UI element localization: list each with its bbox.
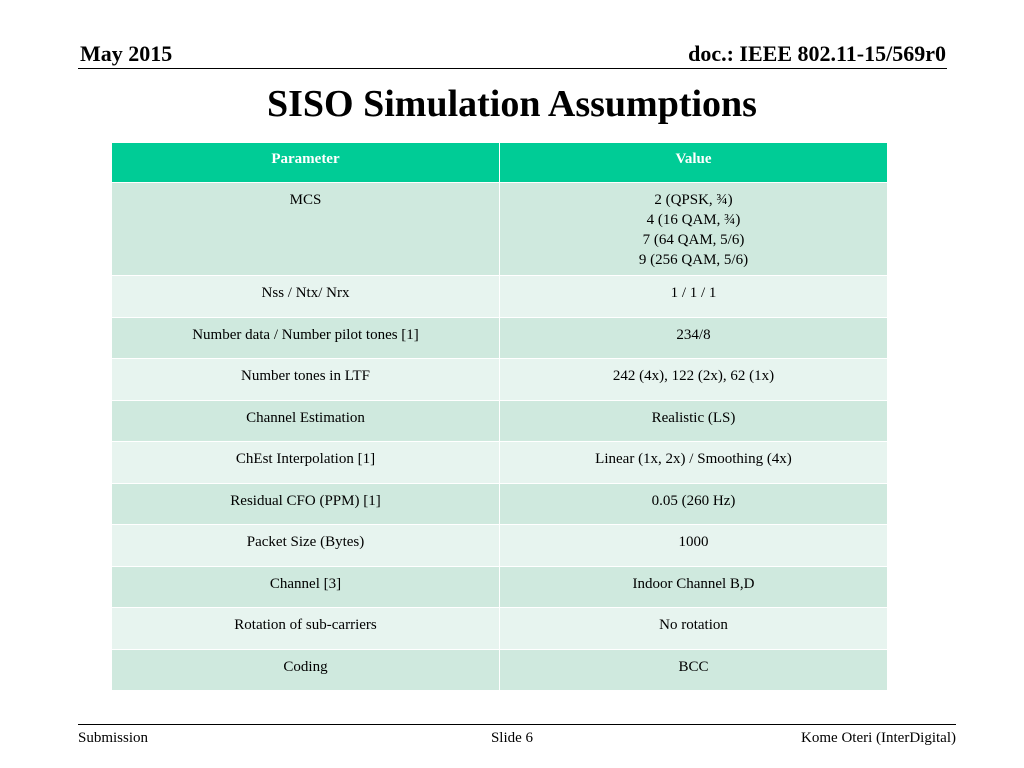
footer-divider	[78, 724, 956, 725]
parameter-cell: Residual CFO (PPM) [1]	[111, 482, 500, 525]
table-row: Number tones in LTF 242 (4x), 122 (2x), …	[111, 358, 888, 401]
parameter-cell: Packet Size (Bytes)	[111, 524, 500, 567]
footer-submission: Submission	[78, 730, 149, 746]
column-header-parameter: Parameter	[111, 142, 500, 183]
table-row: Packet Size (Bytes) 1000	[111, 524, 888, 567]
table-row: Residual CFO (PPM) [1] 0.05 (260 Hz)	[111, 482, 888, 525]
value-line: 4 (16 QAM, ¾)	[646, 212, 741, 228]
value-line: 7 (64 QAM, 5/6)	[642, 232, 745, 248]
parameter-cell: Number data / Number pilot tones [1]	[111, 316, 500, 359]
assumptions-table-container: Parameter Value MCS 2 (QPSK, ¾) 4 (16 QA…	[111, 142, 888, 691]
table-row: MCS 2 (QPSK, ¾) 4 (16 QAM, ¾) 7 (64 QAM,…	[111, 182, 888, 276]
value-cell: BCC	[499, 648, 888, 691]
footer-author: Kome Oteri (InterDigital)	[801, 730, 956, 746]
header-doc-id: doc.: IEEE 802.11-15/569r0	[688, 41, 946, 66]
value-cell: Indoor Channel B,D	[499, 565, 888, 608]
assumptions-table: Parameter Value MCS 2 (QPSK, ¾) 4 (16 QA…	[111, 142, 888, 691]
value-cell: 2 (QPSK, ¾) 4 (16 QAM, ¾) 7 (64 QAM, 5/6…	[499, 182, 888, 276]
slide-title: SISO Simulation Assumptions	[267, 83, 757, 125]
table-row: ChEst Interpolation [1] Linear (1x, 2x) …	[111, 441, 888, 484]
table-row: Number data / Number pilot tones [1] 234…	[111, 316, 888, 359]
value-cell: 234/8	[499, 316, 888, 359]
value-line: 2 (QPSK, ¾)	[654, 192, 733, 208]
value-line: 9 (256 QAM, 5/6)	[638, 252, 749, 268]
parameter-cell: Coding	[111, 648, 500, 691]
parameter-cell: Rotation of sub-carriers	[111, 607, 500, 650]
table-row: Coding BCC	[111, 648, 888, 691]
table-row: Nss / Ntx/ Nrx 1 / 1 / 1	[111, 275, 888, 318]
value-cell: No rotation	[499, 607, 888, 650]
table-header-row: Parameter Value	[111, 142, 888, 183]
header-date: May 2015	[80, 41, 173, 66]
value-cell: 0.05 (260 Hz)	[499, 482, 888, 525]
parameter-cell: ChEst Interpolation [1]	[111, 441, 500, 484]
value-cell: 1 / 1 / 1	[499, 275, 888, 318]
parameter-cell: Channel [3]	[111, 565, 500, 608]
parameter-cell: Number tones in LTF	[111, 358, 500, 401]
table-row: Channel [3] Indoor Channel B,D	[111, 565, 888, 608]
table-row: Channel Estimation Realistic (LS)	[111, 399, 888, 442]
parameter-cell: MCS	[111, 182, 500, 276]
value-cell: Linear (1x, 2x) / Smoothing (4x)	[499, 441, 888, 484]
column-header-value: Value	[499, 142, 888, 183]
parameter-cell: Channel Estimation	[111, 399, 500, 442]
table-row: Rotation of sub-carriers No rotation	[111, 607, 888, 650]
footer-slide-number: Slide 6	[490, 730, 534, 746]
parameter-cell: Nss / Ntx/ Nrx	[111, 275, 500, 318]
value-cell: 1000	[499, 524, 888, 567]
value-cell: 242 (4x), 122 (2x), 62 (1x)	[499, 358, 888, 401]
header-divider	[78, 68, 947, 69]
value-cell: Realistic (LS)	[499, 399, 888, 442]
